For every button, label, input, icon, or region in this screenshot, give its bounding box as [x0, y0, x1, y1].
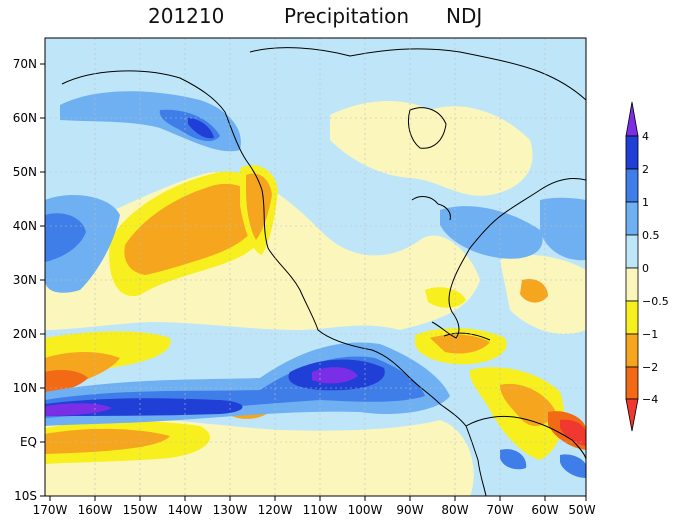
colorbar-segment: [625, 101, 639, 137]
colorbar-labels: 4 2 1 0.5 0 −0.5 −1 −2 −4: [642, 130, 669, 406]
lat-label: 40N: [13, 219, 37, 233]
colorbar-segment: [625, 366, 639, 400]
lon-label: 80W: [441, 503, 468, 517]
lon-label: 70W: [486, 503, 513, 517]
field-wet-alaska-peak: [188, 118, 214, 139]
latitude-labels: 70N 60N 50N 40N 30N 20N 10N EQ 10S: [13, 57, 37, 503]
colorbar-label: −4: [642, 393, 658, 406]
colorbar-label: −2: [642, 361, 658, 374]
coastline-arctic: [249, 47, 586, 101]
lon-label: 170W: [33, 503, 68, 517]
colorbar-segment: [625, 333, 639, 368]
field-dry-band-equator-core: [45, 428, 170, 454]
lat-label: 20N: [13, 327, 37, 341]
axis-ticks: [40, 63, 587, 501]
field-dry-gulf: [425, 287, 466, 308]
colorbar: [625, 101, 639, 432]
title-variable: Precipitation: [284, 4, 410, 28]
coastline-hudson-bay: [407, 107, 447, 149]
lon-label: 110W: [303, 503, 338, 517]
colorbar-label: 0: [642, 262, 649, 275]
field-dry-caribbean-core: [430, 334, 490, 354]
colorbar-label: −0.5: [642, 295, 669, 308]
colorbar-segment: [625, 267, 639, 302]
coastline-north-america: [61, 70, 487, 496]
coastline-cuba: [443, 332, 491, 341]
lat-label: 60N: [13, 111, 37, 125]
lon-label: 150W: [123, 503, 158, 517]
lat-label: 50N: [13, 165, 37, 179]
lon-label: 60W: [531, 503, 558, 517]
colorbar-label: −1: [642, 328, 658, 341]
colorbar-segment: [625, 201, 639, 236]
field-wet-atlantic-east: [540, 197, 586, 261]
field-wet-peak-10n: [312, 367, 358, 384]
lon-label: 140W: [168, 503, 203, 517]
lat-label: 70N: [13, 57, 37, 71]
title-season: NDJ: [446, 4, 483, 28]
colorbar-label: 2: [642, 163, 649, 176]
field-dry-south-america-max: [560, 419, 586, 446]
field-dry-atlantic-spot: [520, 278, 548, 303]
lon-label: 160W: [78, 503, 113, 517]
coastlines: [61, 47, 586, 496]
coastline-great-lakes: [411, 196, 451, 221]
anomaly-field: [45, 38, 586, 496]
colorbar-segment: [625, 234, 639, 269]
map-frame: [44, 37, 587, 497]
map-title: 201210 Precipitation NDJ: [0, 0, 680, 36]
lat-label: 10S: [14, 489, 37, 503]
lat-label: 10N: [13, 381, 37, 395]
colorbar-label: 1: [642, 196, 649, 209]
lat-label: 30N: [13, 273, 37, 287]
lat-label: EQ: [20, 435, 37, 449]
field-wet-northeast-us: [440, 206, 543, 259]
longitude-labels: 170W 160W 150W 140W 130W 120W 110W 100W …: [33, 503, 596, 517]
colorbar-segment: [625, 135, 639, 170]
lon-label: 130W: [213, 503, 248, 517]
colorbar-label: 4: [642, 130, 649, 143]
field-wet-amazon: [500, 449, 527, 470]
colorbar-segment: [625, 300, 639, 335]
coastline-east: [431, 177, 586, 339]
field-wet-brazil-east: [560, 454, 586, 478]
lon-label: 100W: [348, 503, 383, 517]
coastline-south-america: [465, 415, 586, 461]
field-dry-south-america-core: [500, 383, 555, 427]
map-grid: [45, 38, 586, 496]
field-wet-peak-5n: [45, 403, 112, 416]
colorbar-label: 0.5: [642, 229, 660, 242]
field-wet-north-pacific-core: [45, 213, 86, 262]
colorbar-segment: [625, 398, 639, 432]
colorbar-segment: [625, 168, 639, 203]
field-dry-strong: [124, 183, 260, 275]
lon-label: 50W: [568, 503, 595, 517]
field-dry-coast-band-core: [246, 173, 272, 240]
title-date: 201210: [148, 4, 225, 28]
lon-label: 120W: [258, 503, 293, 517]
lon-label: 90W: [396, 503, 423, 517]
